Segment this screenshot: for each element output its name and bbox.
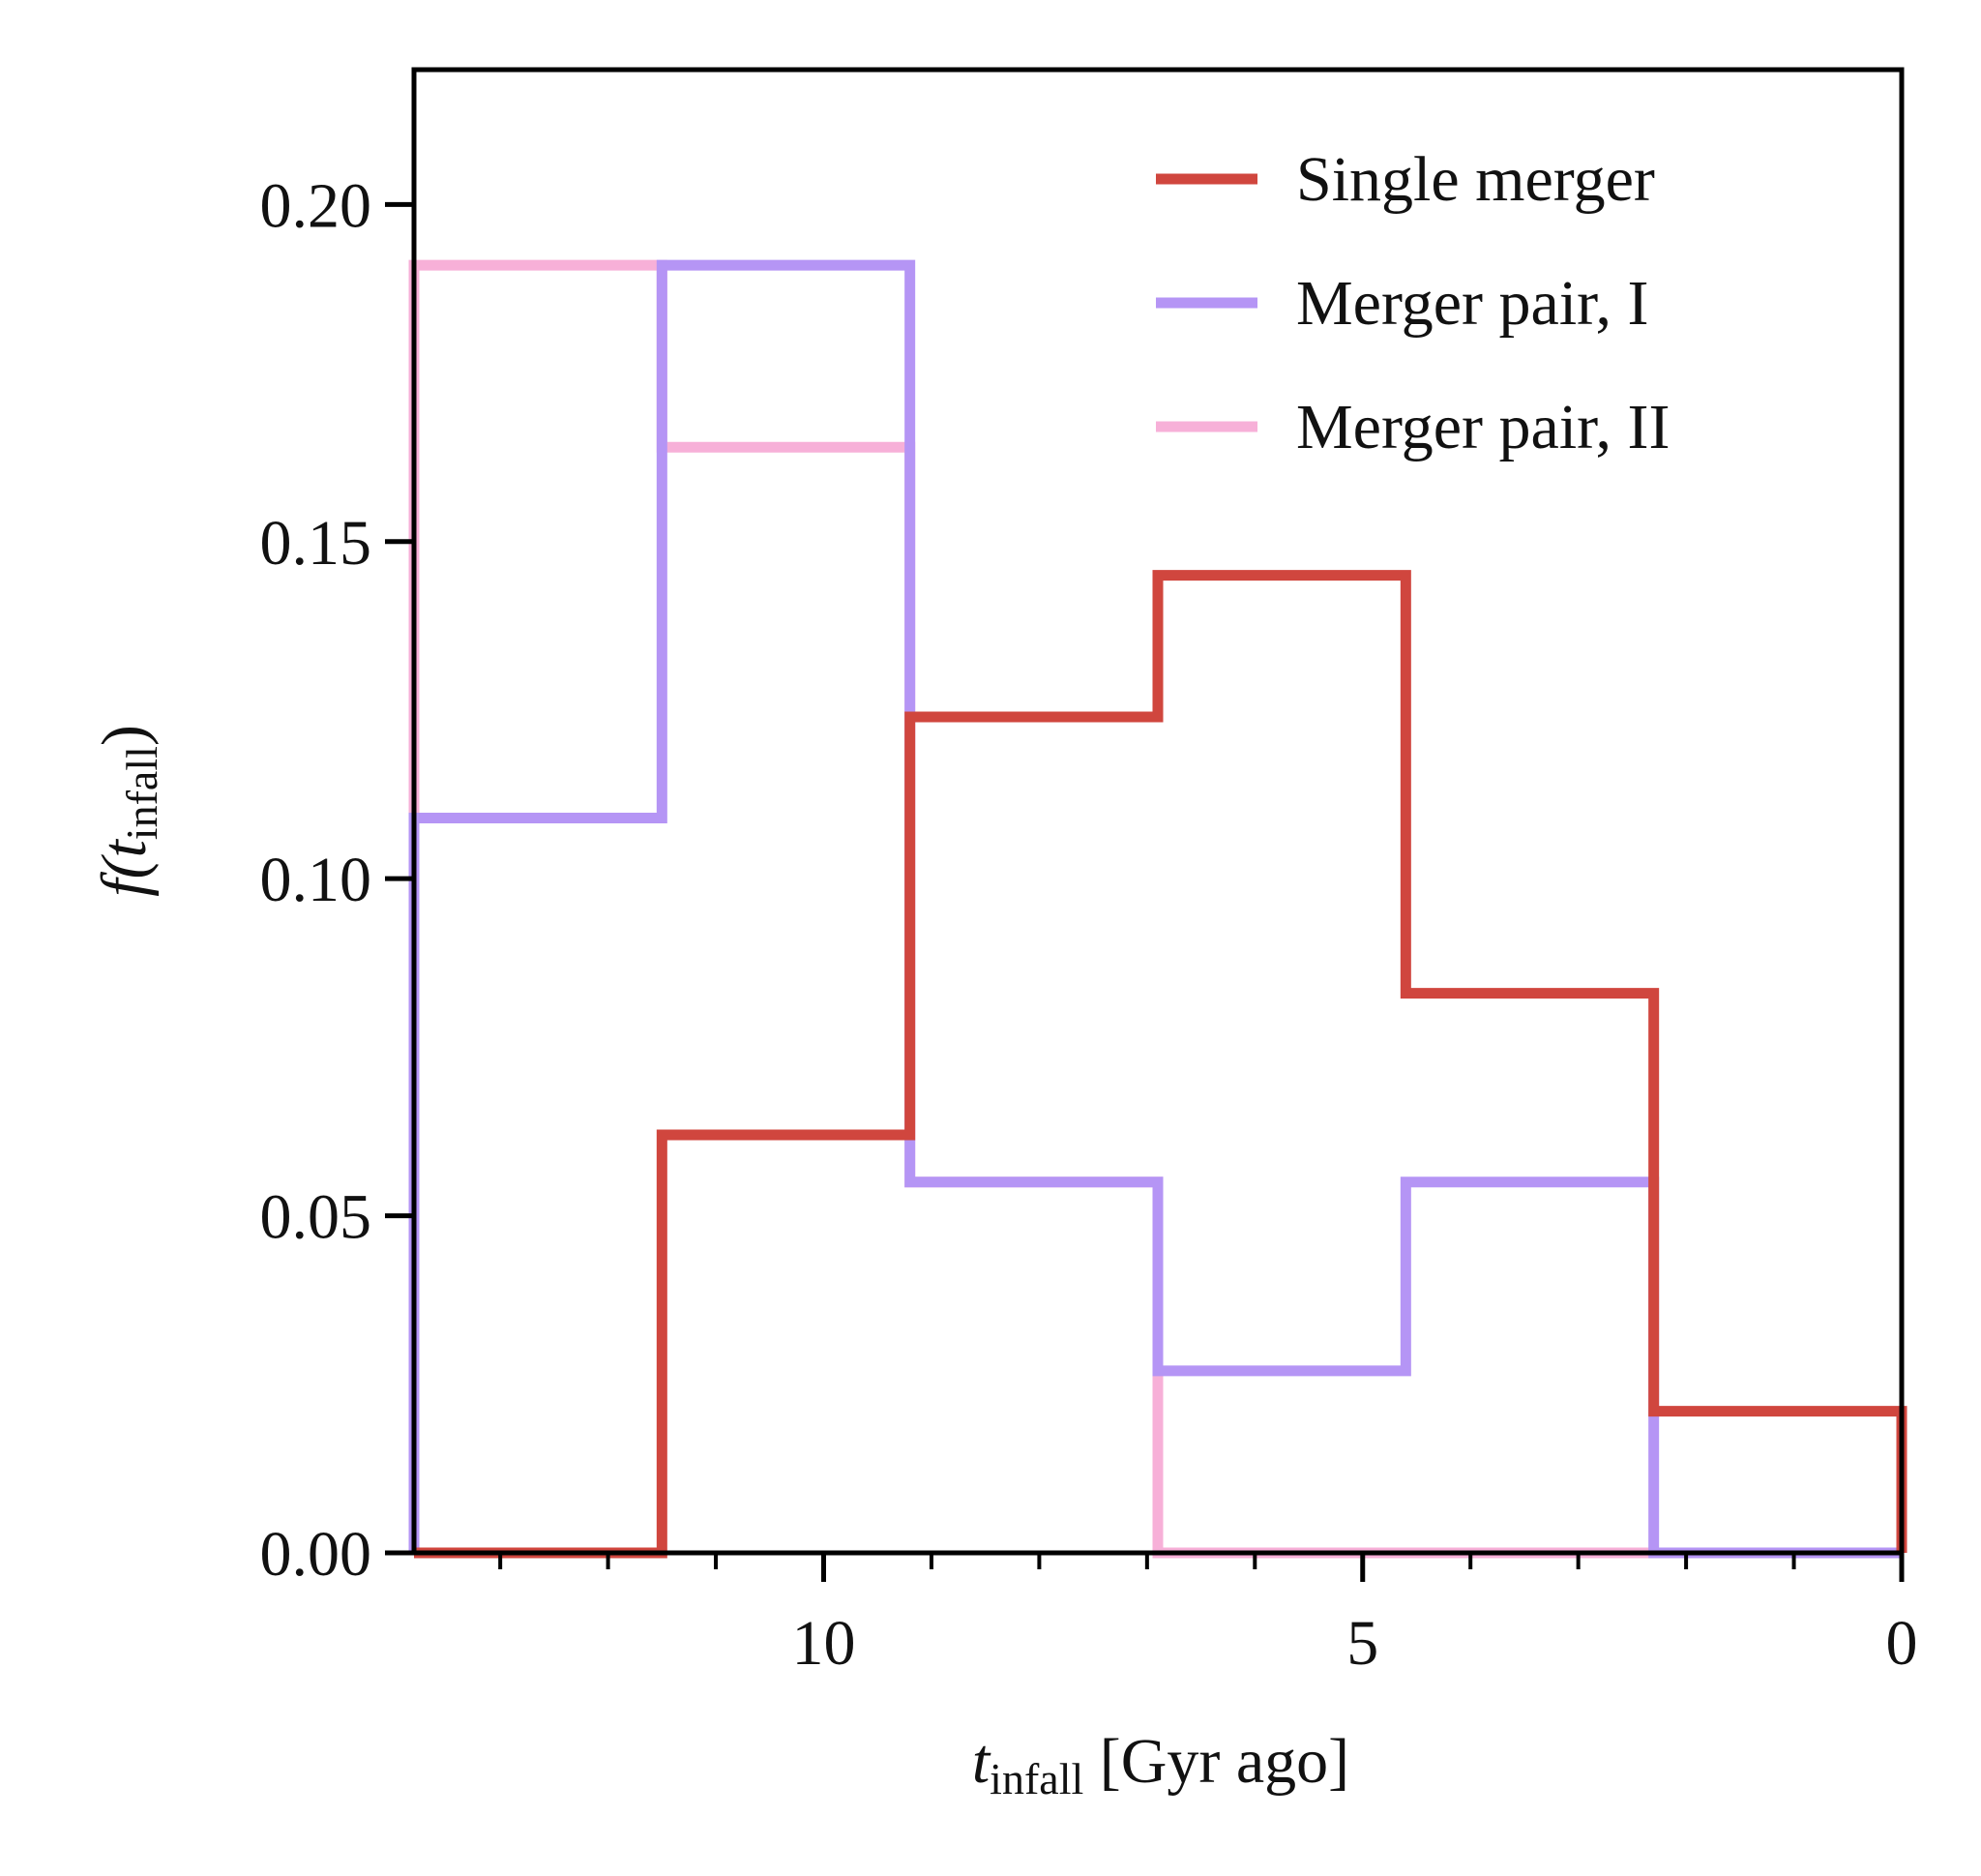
y-axis-label-post: ) xyxy=(89,725,160,746)
y-axis-label-var: t xyxy=(89,839,160,858)
y-tick-label: 0.20 xyxy=(260,170,372,241)
y-axis-label-pre: f( xyxy=(89,854,160,897)
series-step-merger-pair-i xyxy=(408,259,1902,1559)
y-tick-label: 0.15 xyxy=(260,508,372,579)
ticks-layer: 0.00 0.05 0.10 0.15 0.20 10 5 0 xyxy=(260,170,1918,1679)
x-axis-label-rest: [Gyr ago] xyxy=(1083,1726,1349,1797)
x-tick-label: 5 xyxy=(1346,1608,1378,1679)
legend-label: Merger pair, I xyxy=(1296,268,1648,339)
y-tick-label: 0.00 xyxy=(260,1519,372,1590)
y-tick-label: 0.05 xyxy=(260,1182,372,1253)
y-axis-label-sub: infall xyxy=(117,746,166,840)
x-axis-label-var: t xyxy=(972,1726,991,1797)
axes-frame xyxy=(411,67,1905,1556)
x-tick-label: 10 xyxy=(792,1608,856,1679)
legend-label: Merger pair, II xyxy=(1296,392,1670,462)
series-layer xyxy=(408,259,1907,1559)
legend-label: Single merger xyxy=(1296,144,1655,215)
legend: Single merger Merger pair, I Merger pair, … xyxy=(1156,144,1670,462)
y-axis-label: f(tinfall) xyxy=(89,725,166,897)
series-step-single-merger xyxy=(414,570,1907,1559)
x-axis-label-sub: infall xyxy=(990,1754,1083,1803)
x-axis-label: tinfall [Gyr ago] xyxy=(972,1726,1349,1803)
x-tick-label: 0 xyxy=(1886,1608,1918,1679)
y-tick-label: 0.10 xyxy=(260,845,372,915)
